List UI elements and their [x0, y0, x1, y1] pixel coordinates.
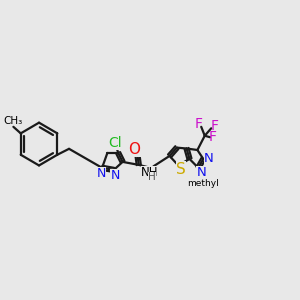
Text: F: F	[195, 117, 203, 131]
Text: CH₃: CH₃	[3, 116, 22, 127]
Text: methyl: methyl	[187, 179, 219, 188]
Text: O: O	[128, 142, 140, 157]
Text: NH: NH	[141, 166, 159, 179]
Text: Cl: Cl	[109, 136, 122, 150]
Text: F: F	[210, 119, 218, 133]
Text: N: N	[204, 152, 213, 165]
Text: H: H	[148, 172, 156, 182]
Text: N: N	[196, 167, 206, 179]
Text: N: N	[97, 167, 106, 180]
Text: S: S	[176, 161, 186, 176]
Text: N: N	[111, 169, 120, 182]
Text: F: F	[209, 130, 217, 144]
